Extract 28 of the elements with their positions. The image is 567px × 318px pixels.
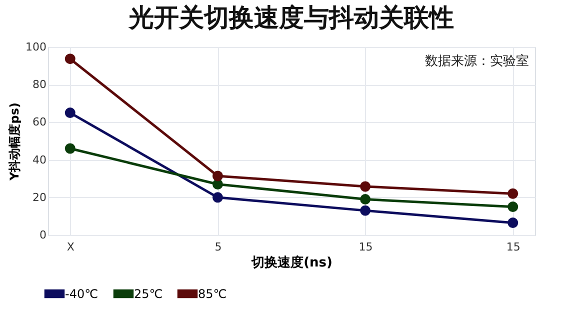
y-axis-title: Y抖动幅度ps)	[8, 102, 22, 182]
point	[360, 194, 371, 205]
annotation: 数据来源：实验室	[425, 53, 529, 69]
x-tick-label: 5	[214, 240, 222, 254]
y-tick-label: 0	[40, 228, 46, 242]
point	[212, 192, 223, 203]
point	[64, 143, 76, 154]
legend-label: 85℃	[198, 286, 227, 301]
point	[64, 108, 76, 118]
x-axis-title: 切换速度(ns)	[250, 254, 332, 270]
point	[508, 218, 518, 228]
legend-label: 25℃	[134, 286, 163, 301]
y-tick-label: 40	[32, 153, 46, 166]
point	[508, 188, 518, 199]
point	[360, 181, 371, 192]
point	[212, 170, 223, 182]
chart-title: 光开关切换速度与抖动关联性	[128, 3, 454, 32]
x-tick-label: X	[66, 240, 75, 254]
x-tick-label: 15	[506, 240, 520, 254]
point	[508, 202, 518, 212]
point	[360, 205, 371, 216]
legend-label: -40℃	[65, 286, 98, 301]
y-tick-label: 80	[32, 78, 46, 92]
y-tick-label: 60	[32, 116, 46, 129]
point	[64, 54, 76, 64]
y-tick-label: 20	[32, 190, 46, 204]
y-tick-label: 100	[26, 40, 46, 54]
x-tick-label: 15	[358, 240, 373, 254]
